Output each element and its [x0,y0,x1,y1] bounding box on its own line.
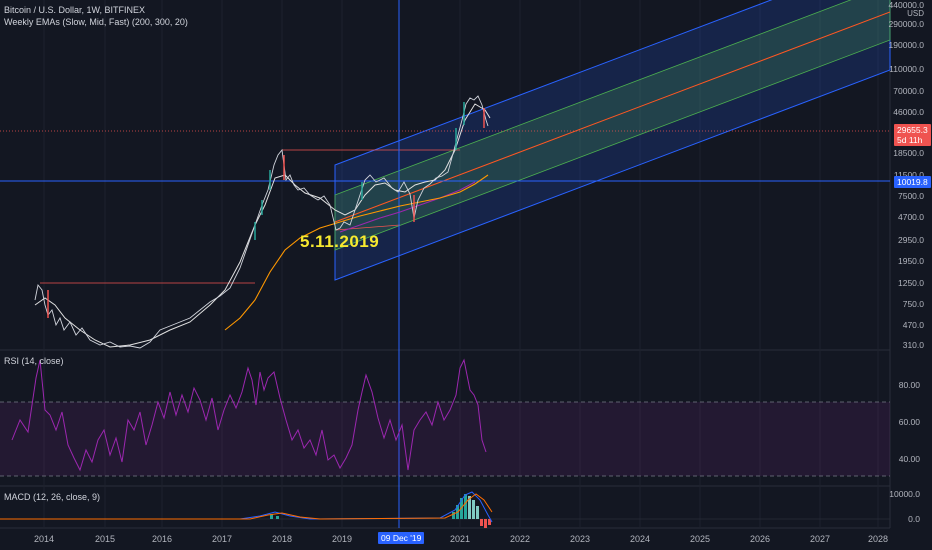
symbol-legend[interactable]: Bitcoin / U.S. Dollar, 1W, BITFINEX [4,5,146,15]
year-tick: 2019 [331,534,353,544]
year-tick: 2021 [449,534,471,544]
year-tick: 2022 [509,534,531,544]
year-tick: 2025 [689,534,711,544]
price-tick: 110000.0 [889,64,924,74]
ema-legend[interactable]: Weekly EMAs (Slow, Mid, Fast) (200, 300,… [4,17,188,27]
macd-tick: 10000.0 [889,489,920,499]
price-tick: 46000.0 [893,107,924,117]
price-tick: 1950.0 [898,256,924,266]
current-price-badge: 29655.3 5d 11h [894,124,931,146]
price-tick: 2950.0 [898,235,924,245]
macd-histogram [270,494,491,528]
current-price-value: 29655.3 [897,125,928,135]
year-tick: 2014 [33,534,55,544]
rsi-tick: 60.00 [898,417,920,427]
year-tick: 2017 [211,534,233,544]
price-line[interactable] [34,95,489,349]
rsi-band [0,402,890,476]
price-tick: 70000.0 [893,86,924,96]
macd-signal-line[interactable] [0,493,493,520]
year-tick: 2028 [867,534,889,544]
rsi-tick: 80.00 [898,380,920,390]
price-tick: 11500.0 [893,170,924,180]
time-grid [43,0,879,528]
macd-tick: 0.0 [908,514,920,524]
price-tick: 310.0 [902,340,924,350]
price-tick: 18500.0 [893,148,924,158]
ema-slow-line[interactable] [339,181,476,233]
price-tick: 750.0 [902,299,924,309]
down-candles [47,108,485,318]
crosshair[interactable] [0,0,890,528]
rsi-label[interactable]: RSI (14, close) [4,356,64,366]
regression-channel[interactable] [334,0,891,281]
price-tick: 290000.0 [888,19,924,29]
rsi-line[interactable] [11,358,487,472]
year-tick: 2015 [94,534,116,544]
price-tick: 190000.0 [888,40,924,50]
up-candles [254,102,465,240]
ema-mid-line[interactable] [224,174,489,331]
year-tick: 2027 [809,534,831,544]
year-tick: 2026 [749,534,771,544]
rsi-tick: 40.00 [898,454,920,464]
date-annotation[interactable]: 5.11.2019 [300,232,380,251]
bar-countdown: 5d 11h [897,135,923,145]
price-tick: 1250.0 [898,278,924,288]
price-tick: 7500.0 [898,191,924,201]
year-tick: 2018 [271,534,293,544]
price-tick: 4700.0 [898,212,924,222]
price-tick: 470.0 [902,320,924,330]
price-tick: 440000.0 [888,0,924,10]
crosshair-date-badge: 09 Dec '19 [378,532,425,544]
year-tick: 2023 [569,534,591,544]
crosshair-price-badge: 10019.8 [894,176,931,188]
currency-label: USD [907,9,924,18]
year-tick: 2016 [151,534,173,544]
year-tick: 2024 [629,534,651,544]
macd-label[interactable]: MACD (12, 26, close, 9) [4,492,101,502]
